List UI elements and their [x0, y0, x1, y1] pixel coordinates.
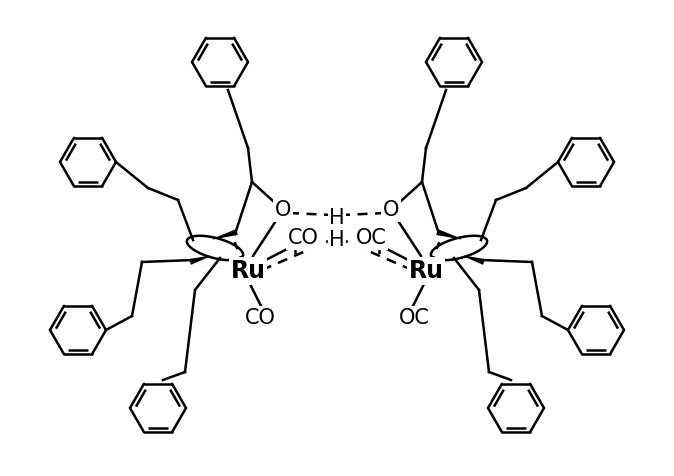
Polygon shape — [189, 256, 210, 265]
Text: H: H — [329, 230, 345, 250]
Text: Ru: Ru — [408, 259, 443, 283]
Text: H: H — [329, 208, 345, 228]
Text: CO: CO — [288, 228, 318, 248]
Text: OC: OC — [356, 228, 386, 248]
Text: Ru: Ru — [231, 259, 266, 283]
Polygon shape — [213, 229, 238, 239]
Polygon shape — [464, 256, 485, 265]
Polygon shape — [436, 229, 461, 239]
Text: OC: OC — [398, 308, 429, 328]
Text: O: O — [383, 200, 399, 220]
Text: CO: CO — [245, 308, 276, 328]
Text: O: O — [275, 200, 291, 220]
